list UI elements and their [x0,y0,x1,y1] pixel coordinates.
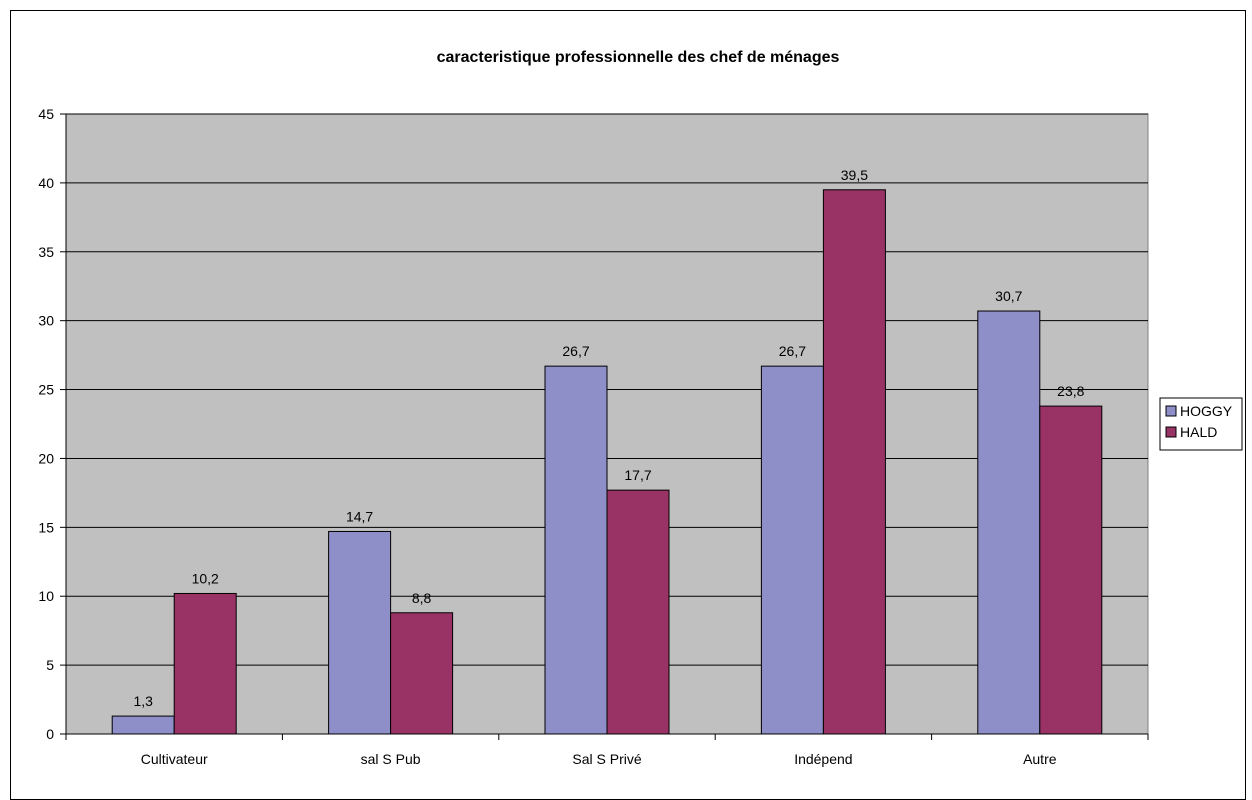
legend-swatch-hald [1165,426,1177,438]
data-label: 17,7 [624,467,651,483]
y-tick-label: 20 [38,450,54,466]
bar-hald-0 [173,592,237,735]
chart-title: caracteristique professionnelle des chef… [437,49,840,66]
y-tick-label: 35 [38,244,54,260]
legend-label-hald: HALD [1180,424,1217,440]
bar-hoggy-3 [760,365,824,735]
x-tick-label: Autre [1023,751,1057,767]
legend-label-hoggy: HOGGY [1180,403,1233,419]
data-label: 14,7 [346,508,373,524]
y-tick-label: 30 [38,313,54,329]
data-label: 39,5 [841,167,868,183]
y-tick-label: 25 [38,382,54,398]
legend-box [1159,397,1243,451]
bar-hald-4 [1039,405,1103,735]
y-tick-label: 40 [38,175,54,191]
bar-hald-1 [390,612,454,735]
x-tick-label: sal S Pub [361,751,421,767]
data-label: 26,7 [779,343,806,359]
x-tick-label: Cultivateur [141,751,208,767]
bar-hoggy-2 [544,365,608,735]
y-tick-label: 5 [46,657,54,673]
y-tick-label: 10 [38,588,54,604]
bar-hoggy-4 [977,310,1041,735]
y-tick-label: 15 [38,519,54,535]
bar-hald-2 [606,489,670,735]
bar-hoggy-0 [111,715,175,735]
legend: HOGGY HALD [1159,397,1243,451]
data-label: 8,8 [412,590,432,606]
x-tick-label: Indépend [794,751,852,767]
bar-hald-3 [822,189,886,735]
y-tick-label: 0 [46,726,54,742]
legend-swatch-hoggy [1165,405,1177,417]
x-tick-label: Sal S Privé [572,751,641,767]
data-label: 30,7 [995,288,1022,304]
y-tick-label: 45 [38,106,54,122]
bar-hoggy-1 [328,530,392,735]
data-label: 23,8 [1057,383,1084,399]
data-label: 1,3 [133,693,153,709]
plot-area: 0 5 10 15 20 25 30 35 40 45 Cultivateur 1,3 10,2 sal … [38,106,1149,767]
data-label: 10,2 [192,570,219,586]
data-label: 26,7 [562,343,589,359]
